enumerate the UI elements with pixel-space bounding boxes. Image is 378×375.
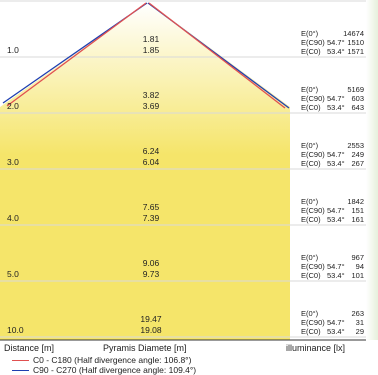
diameter-c0-value: 3.82 [143, 90, 160, 100]
ec90-angle: 54.7° [327, 262, 345, 271]
e0-label: E(0°) [301, 29, 319, 38]
ec0-label: E(C0) [301, 103, 321, 112]
distance-value: 2.0 [7, 101, 19, 111]
distance-value: 1.0 [7, 45, 19, 55]
ec90-value: 603 [351, 94, 364, 103]
ec0-angle: 53.4° [327, 47, 345, 56]
ec0-angle: 53.4° [327, 327, 345, 336]
diameter-c0-value: 1.81 [143, 34, 160, 44]
ec90-label: E(C90) [301, 94, 325, 103]
distance-value: 5.0 [7, 269, 19, 279]
e0-value: 14674 [343, 29, 364, 38]
ec90-label: E(C90) [301, 206, 325, 215]
ec90-angle: 54.7° [327, 38, 345, 47]
diameter-c90-value: 6.04 [143, 157, 160, 167]
ec0-label: E(C0) [301, 271, 321, 280]
e0-value: 5169 [347, 85, 364, 94]
ec90-angle: 54.7° [327, 94, 345, 103]
legend-swatch-c90 [12, 369, 29, 371]
diameter-c90-value: 9.73 [143, 269, 160, 279]
e0-label: E(0°) [301, 141, 319, 150]
ec90-value: 94 [356, 262, 364, 271]
diameter-axis-label: Pyramis Diamete [m] [103, 343, 187, 353]
distance-axis-label: Distance [m] [4, 343, 55, 353]
ec0-value: 267 [351, 159, 364, 168]
ec90-label: E(C90) [301, 262, 325, 271]
ec0-value: 1571 [347, 47, 364, 56]
decorative-leaf-band [366, 0, 378, 340]
ec0-label: E(C0) [301, 215, 321, 224]
legend-note-c0: (Half divergence angle: 106.8°) [74, 355, 192, 365]
distance-value: 10.0 [7, 325, 24, 335]
distance-value: 3.0 [7, 157, 19, 167]
e0-label: E(0°) [301, 309, 319, 318]
ec90-value: 1510 [347, 38, 364, 47]
ec0-angle: 53.4° [327, 271, 345, 280]
diameter-c0-value: 19.47 [140, 314, 162, 324]
ec90-label: E(C90) [301, 318, 325, 327]
distance-value: 4.0 [7, 213, 19, 223]
c0-beam-right-edge [148, 2, 286, 109]
ec0-value: 643 [351, 103, 364, 112]
ec90-value: 249 [351, 150, 364, 159]
ec0-angle: 53.4° [327, 103, 345, 112]
e0-label: E(0°) [301, 197, 319, 206]
legend-note-c90: (Half divergence angle: 109.4°) [78, 365, 197, 375]
ec90-angle: 54.7° [327, 150, 345, 159]
ec0-value: 161 [351, 215, 364, 224]
ec0-label: E(C0) [301, 327, 321, 336]
ec90-angle: 54.7° [327, 318, 345, 327]
diameter-c0-value: 7.65 [143, 202, 160, 212]
diameter-c90-value: 7.39 [143, 213, 160, 223]
e0-value: 1842 [347, 197, 364, 206]
diameter-c0-value: 6.24 [143, 146, 160, 156]
ec90-angle: 54.7° [327, 206, 345, 215]
diameter-c90-value: 3.69 [143, 101, 160, 111]
legend-swatch-c0 [12, 359, 29, 361]
illuminance-axis-label: illuminance [lx] [286, 343, 346, 353]
beam-diagram: 1.01.811.85E(0°)E(C90)E(C0)54.7°53.4°146… [0, 0, 366, 342]
ec0-angle: 53.4° [327, 159, 345, 168]
ec90-label: E(C90) [301, 38, 325, 47]
ec0-value: 29 [356, 327, 364, 336]
e0-label: E(0°) [301, 85, 319, 94]
e0-value: 967 [351, 253, 364, 262]
ec90-label: E(C90) [301, 150, 325, 159]
legend-item-c90: C90 - C270 (Half divergence angle: 109.4… [12, 365, 196, 375]
ec0-angle: 53.4° [327, 215, 345, 224]
ec0-label: E(C0) [301, 159, 321, 168]
ec0-label: E(C0) [301, 47, 321, 56]
cone-fill [0, 3, 290, 340]
ec90-value: 151 [351, 206, 364, 215]
e0-label: E(0°) [301, 253, 319, 262]
legend-name-c0: C0 - C180 [33, 355, 72, 365]
ec0-value: 101 [351, 271, 364, 280]
e0-value: 263 [351, 309, 364, 318]
diameter-c90-value: 19.08 [140, 325, 162, 335]
diameter-c0-value: 9.06 [143, 258, 160, 268]
e0-value: 2553 [347, 141, 364, 150]
c0-beam-left-edge [6, 2, 147, 107]
diameter-c90-value: 1.85 [143, 45, 160, 55]
legend-name-c90: C90 - C270 [33, 365, 77, 375]
ec90-value: 31 [356, 318, 364, 327]
legend-item-c0: C0 - C180 (Half divergence angle: 106.8°… [12, 355, 191, 365]
